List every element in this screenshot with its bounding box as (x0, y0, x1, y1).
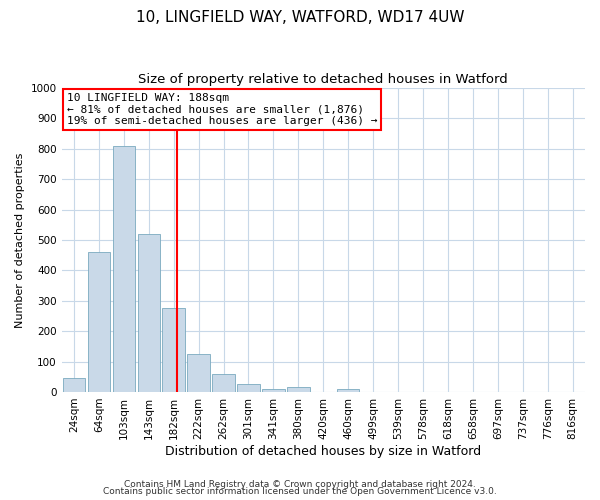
Bar (212, 374, 235, 392)
Bar (187, 354, 210, 392)
Bar (113, 146, 135, 392)
Text: Contains public sector information licensed under the Open Government Licence v3: Contains public sector information licen… (103, 487, 497, 496)
Text: 10, LINGFIELD WAY, WATFORD, WD17 4UW: 10, LINGFIELD WAY, WATFORD, WD17 4UW (136, 10, 464, 25)
Bar (63, 378, 85, 392)
Y-axis label: Number of detached properties: Number of detached properties (15, 152, 25, 328)
Text: 10 LINGFIELD WAY: 188sqm
← 81% of detached houses are smaller (1,876)
19% of sem: 10 LINGFIELD WAY: 188sqm ← 81% of detach… (67, 92, 377, 126)
Bar (137, 234, 160, 392)
Title: Size of property relative to detached houses in Watford: Size of property relative to detached ho… (139, 72, 508, 86)
Bar (163, 308, 185, 392)
Bar (262, 389, 284, 392)
Bar (287, 388, 310, 392)
Bar (337, 389, 359, 392)
Bar (88, 252, 110, 392)
Bar (237, 384, 260, 392)
X-axis label: Distribution of detached houses by size in Watford: Distribution of detached houses by size … (165, 444, 481, 458)
Text: Contains HM Land Registry data © Crown copyright and database right 2024.: Contains HM Land Registry data © Crown c… (124, 480, 476, 489)
